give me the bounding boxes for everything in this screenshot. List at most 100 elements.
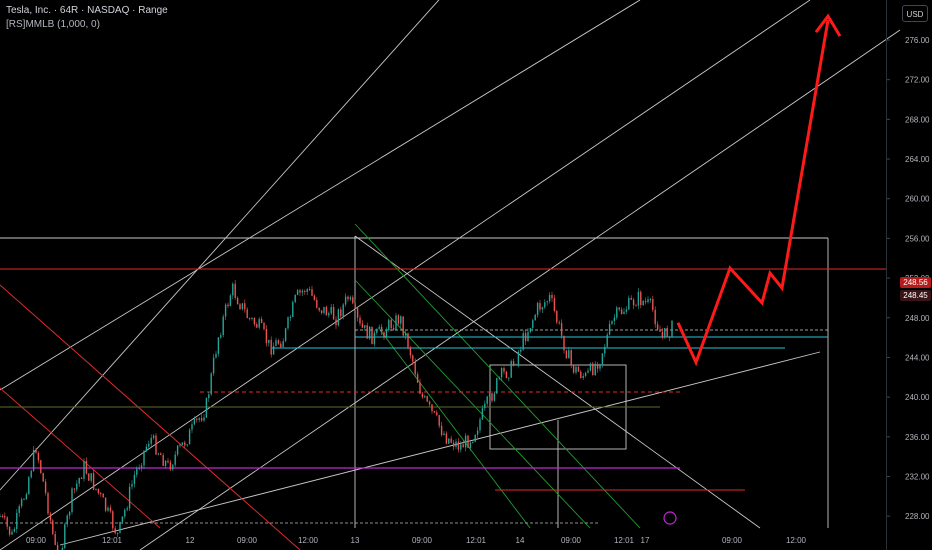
candle-body xyxy=(104,497,107,511)
candle-body xyxy=(608,323,611,335)
candle-body xyxy=(143,450,145,466)
candle-body xyxy=(241,303,244,310)
candle-body xyxy=(606,334,608,347)
candle-body xyxy=(253,318,256,325)
trend-line xyxy=(0,0,440,491)
candle-body xyxy=(337,309,340,326)
candle-body xyxy=(164,460,167,466)
candle-body xyxy=(359,317,361,324)
candle-body xyxy=(625,309,628,312)
projection-arrow-path xyxy=(676,19,830,367)
x-tick-label: 12:00 xyxy=(786,536,807,545)
candle-body xyxy=(275,340,277,347)
candle-body xyxy=(282,341,284,348)
symbol-title: Tesla, Inc. · 64R · NASDAQ · Range xyxy=(6,5,168,16)
candle-body xyxy=(284,328,287,342)
candle-body xyxy=(270,339,272,355)
candle-body xyxy=(472,441,474,443)
candle-body xyxy=(61,547,64,550)
candle-body xyxy=(464,435,467,448)
candle-body xyxy=(205,398,208,418)
candle-body xyxy=(376,329,378,333)
candle-body xyxy=(445,433,448,444)
candle-body xyxy=(580,371,582,378)
candle-body xyxy=(628,297,630,310)
x-tick-label: 09:00 xyxy=(237,536,258,545)
candle-body xyxy=(505,371,508,378)
price-axis[interactable] xyxy=(886,0,932,550)
candle-body xyxy=(438,415,440,426)
candle-body xyxy=(539,302,541,310)
candle-body xyxy=(666,328,668,337)
candle-body xyxy=(366,325,368,339)
candle-body xyxy=(152,435,155,438)
candle-body xyxy=(112,511,114,529)
candle-body xyxy=(119,521,121,533)
candle-body xyxy=(613,317,616,322)
candle-body xyxy=(90,473,92,481)
candle-body xyxy=(265,329,268,344)
candle-body xyxy=(126,508,128,510)
candle-body xyxy=(332,307,335,320)
candle-body xyxy=(325,306,328,316)
candle-body xyxy=(553,298,556,311)
candle-body xyxy=(635,305,637,307)
candle-body xyxy=(258,319,260,328)
candle-body xyxy=(1,516,4,518)
candle-body xyxy=(42,472,44,482)
candle-body xyxy=(344,296,347,305)
candle-body xyxy=(498,377,500,379)
trend-line xyxy=(354,235,761,529)
candle-body xyxy=(378,326,380,330)
candle-body xyxy=(179,444,181,446)
candle-body xyxy=(421,393,424,398)
y-tick-label: 228.00 xyxy=(905,512,930,521)
candle-body xyxy=(66,515,68,525)
candle-body xyxy=(488,393,491,397)
candle-body xyxy=(88,473,90,481)
candle-body xyxy=(232,283,234,296)
currency-button[interactable]: USD xyxy=(902,5,928,22)
candle-body xyxy=(49,513,52,521)
candle-body xyxy=(546,301,548,303)
candle-body xyxy=(263,322,265,330)
candle-body xyxy=(40,460,42,473)
candle-body xyxy=(452,442,455,447)
candle-body xyxy=(114,528,116,534)
candle-body xyxy=(424,396,426,398)
candle-body xyxy=(356,307,359,318)
candle-body xyxy=(167,460,169,463)
candle-body xyxy=(208,394,210,399)
candle-body xyxy=(316,299,318,308)
indicator-label: [RS]MMLB (1,000, 0) xyxy=(6,19,100,30)
candle-body xyxy=(8,526,11,535)
candle-body xyxy=(385,330,388,337)
candle-body xyxy=(632,299,635,306)
candle-body xyxy=(467,435,469,448)
candle-body xyxy=(35,449,37,453)
x-tick-label: 09:00 xyxy=(561,536,582,545)
candle-body xyxy=(592,363,594,376)
candle-body xyxy=(313,295,316,300)
candle-body xyxy=(649,298,652,300)
candle-body xyxy=(68,512,71,516)
candle-body xyxy=(150,437,152,444)
candle-body xyxy=(174,454,176,465)
candle-body xyxy=(541,307,544,310)
candle-body xyxy=(340,309,342,317)
candle-body xyxy=(409,348,412,356)
candle-body xyxy=(83,461,85,479)
candle-body xyxy=(517,351,520,365)
candle-body xyxy=(462,444,464,448)
candle-body xyxy=(414,361,416,375)
candle-body xyxy=(64,524,66,548)
candle-body xyxy=(428,401,431,405)
candle-body xyxy=(383,332,385,337)
candle-body xyxy=(280,343,282,348)
candle-body xyxy=(450,438,452,443)
candle-body xyxy=(486,396,488,404)
candle-body xyxy=(404,333,407,336)
candle-body xyxy=(78,477,80,484)
candle-body xyxy=(212,357,215,374)
